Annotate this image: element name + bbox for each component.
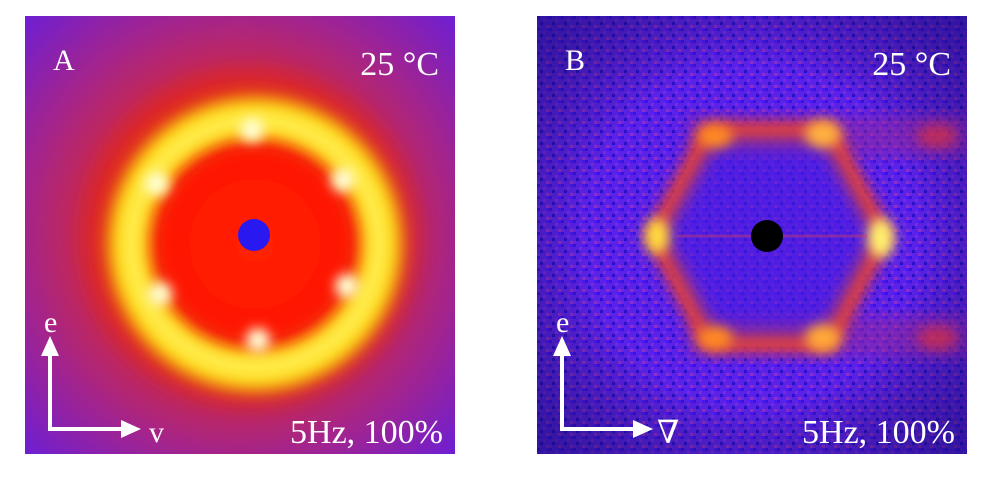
scattering-pattern-b bbox=[537, 16, 967, 454]
panel-letter: A bbox=[53, 44, 75, 77]
panel-letter: B bbox=[565, 44, 586, 77]
bragg-spot bbox=[645, 218, 669, 254]
bragg-spot bbox=[148, 282, 172, 306]
bragg-spot bbox=[805, 120, 841, 148]
bragg-spot bbox=[331, 168, 355, 192]
bragg-spot bbox=[805, 324, 841, 352]
bragg-spot bbox=[246, 328, 270, 352]
horizontal-axis-label: v bbox=[149, 416, 164, 449]
bragg-spot bbox=[240, 118, 264, 142]
saxs-panel-b: B 25 °C 5Hz, 100% e ∇ bbox=[537, 16, 967, 454]
beam-stop bbox=[238, 219, 270, 251]
beam-stop bbox=[751, 220, 783, 252]
bragg-spot bbox=[868, 218, 894, 258]
conditions-label: 5Hz, 100% bbox=[802, 414, 955, 451]
bragg-spot bbox=[145, 172, 169, 196]
temperature-label: 25 °C bbox=[872, 46, 951, 83]
horizontal-axis-label: ∇ bbox=[657, 414, 680, 450]
bragg-spot bbox=[697, 124, 733, 148]
saxs-panel-a: A 25 °C 5Hz, 100% e v bbox=[25, 16, 455, 454]
temperature-label: 25 °C bbox=[360, 46, 439, 83]
vertical-axis-label: e bbox=[44, 306, 58, 339]
conditions-label: 5Hz, 100% bbox=[290, 414, 443, 451]
vertical-axis-label: e bbox=[556, 306, 570, 339]
scattering-pattern-a bbox=[25, 16, 455, 454]
bragg-spot bbox=[697, 326, 733, 350]
bragg-spot bbox=[335, 274, 359, 298]
